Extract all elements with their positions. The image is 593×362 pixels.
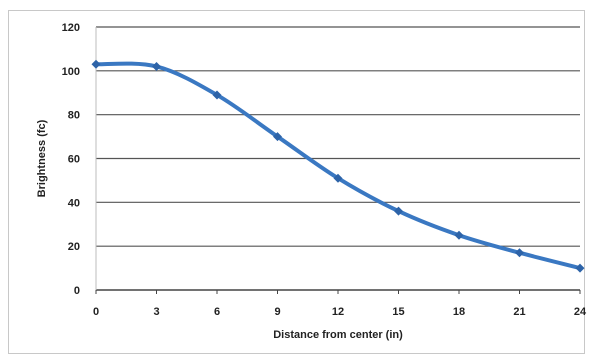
x-axis-title: Distance from center (in)	[273, 329, 403, 341]
y-tick-label: 60	[68, 154, 80, 166]
data-point-marker	[333, 173, 343, 183]
data-series	[91, 59, 585, 273]
y-tick-label: 0	[74, 285, 80, 297]
data-point-marker	[515, 248, 524, 258]
x-tick-label: 6	[214, 306, 220, 318]
series-line	[94, 61, 582, 271]
y-tick-label: 20	[68, 241, 80, 253]
y-tick-label: 40	[68, 197, 80, 209]
data-point-marker	[454, 230, 464, 240]
data-point-marker	[394, 206, 403, 216]
x-tick-label: 15	[392, 306, 404, 318]
x-tick-label: 18	[453, 306, 465, 318]
x-tick-label: 0	[93, 306, 99, 318]
data-point-marker	[575, 263, 585, 273]
x-tick-label: 24	[574, 306, 587, 318]
x-tick-label: 12	[332, 306, 344, 318]
y-tick-label: 80	[68, 110, 80, 122]
axes	[95, 27, 581, 294]
data-point-marker	[273, 132, 282, 142]
y-tick-label: 120	[62, 22, 80, 34]
x-tick-label: 9	[274, 306, 280, 318]
x-tick-label: 3	[153, 306, 159, 318]
y-axis-title: Brightness (fc)	[36, 119, 48, 197]
tick-labels: 0 20 40 60 80 100 120 0 3 6 9 12 15 18 21 24	[62, 22, 587, 318]
data-point-marker	[152, 61, 161, 71]
gridlines	[96, 26, 580, 247]
chart-frame	[8, 10, 585, 354]
data-point-marker	[91, 59, 101, 69]
data-point-marker	[212, 90, 222, 100]
x-tick-label: 21	[513, 306, 525, 318]
y-tick-label: 100	[62, 66, 80, 78]
